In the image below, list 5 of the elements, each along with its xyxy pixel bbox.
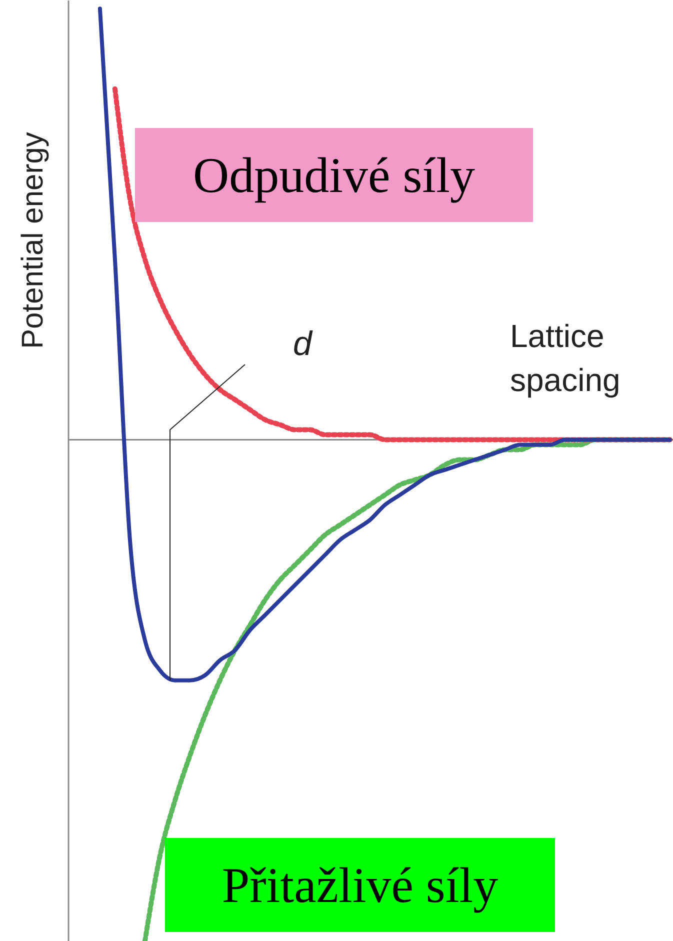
series-label: Odpudivé síly bbox=[193, 147, 475, 203]
series-label: Přitažlivé síly bbox=[222, 857, 498, 913]
x-axis-title: Lattice spacing bbox=[510, 318, 620, 398]
annotation: d bbox=[293, 325, 313, 363]
y-axis-title: Potential energy bbox=[16, 132, 50, 349]
